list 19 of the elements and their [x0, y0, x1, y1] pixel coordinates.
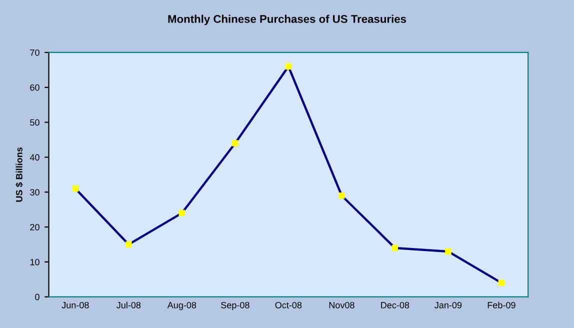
chart-title: Monthly Chinese Purchases of US Treasuries	[168, 14, 406, 26]
y-tick-label: 60	[30, 84, 40, 91]
x-tick-label: Aug-08	[167, 302, 196, 310]
x-tick-label: Nov08	[329, 302, 354, 308]
x-tick-label: Jul-08	[116, 302, 141, 308]
x-tick-label: Jan-09	[434, 302, 462, 308]
y-axis-title: US $ Billions	[16, 147, 23, 202]
x-tick-label: Jun-08	[62, 302, 89, 308]
x-tick-label: Oct-08	[275, 302, 302, 308]
x-tick-label: Sep-08	[221, 302, 250, 310]
y-tick-label: 20	[30, 224, 40, 230]
y-tick-label: 40	[30, 154, 40, 161]
x-tick-label: Feb-09	[488, 302, 516, 308]
x-tick-label: Dec-08	[381, 302, 410, 308]
y-tick-label: 70	[30, 49, 40, 56]
y-tick-label: 0	[35, 294, 40, 300]
y-tick-label: 10	[30, 258, 40, 266]
y-tick-label: 30	[30, 189, 40, 196]
y-tick-label: 50	[30, 119, 40, 126]
